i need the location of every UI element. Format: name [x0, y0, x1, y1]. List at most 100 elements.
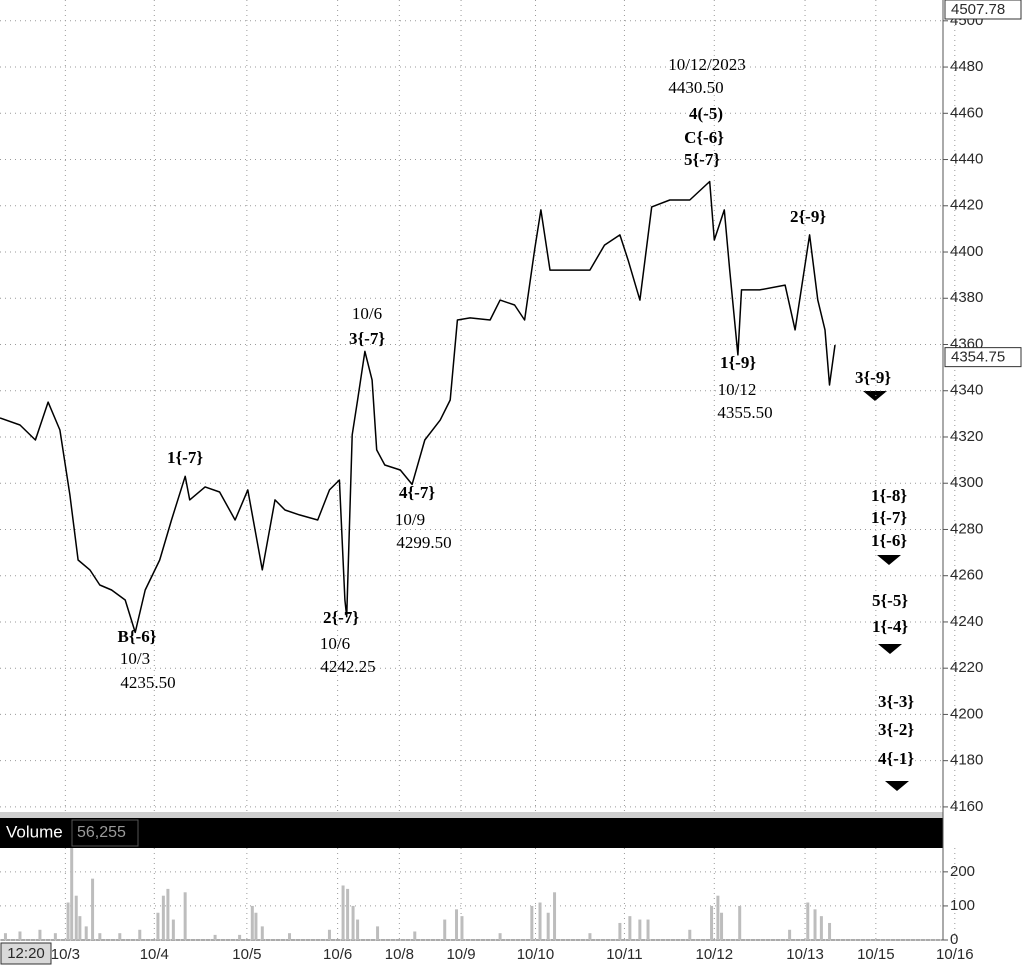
- volume-bar: [166, 888, 170, 940]
- volume-header: [0, 818, 943, 848]
- y-tick-label: 4160: [950, 798, 983, 815]
- x-tick-label: 10/13: [786, 946, 824, 963]
- price-badge-label: 4354.75: [951, 349, 1005, 366]
- y-tick-label: 4300: [950, 474, 983, 491]
- wave-annotation: 10/6: [320, 634, 350, 653]
- wave-annotation: 4(-5): [689, 104, 723, 123]
- volume-bar: [813, 909, 817, 940]
- y-tick-label: 4380: [950, 289, 983, 306]
- volume-bar: [254, 912, 258, 940]
- x-tick-label: 10/5: [232, 946, 261, 963]
- time-badge-label: 12:20: [7, 945, 45, 962]
- volume-bar: [530, 905, 534, 940]
- volume-bar: [351, 905, 355, 940]
- wave-annotation: 5{-5}: [872, 591, 908, 610]
- wave-annotation: 1{-6}: [871, 531, 907, 550]
- y-tick-label: 4180: [950, 752, 983, 769]
- volume-bar: [260, 926, 264, 940]
- volume-bar: [376, 926, 380, 940]
- wave-annotation: 3{-9}: [855, 368, 891, 387]
- wave-annotation: 4299.50: [396, 533, 451, 552]
- volume-value-box: [71, 819, 139, 847]
- arrow-marker: [878, 644, 902, 654]
- volume-bar: [98, 933, 102, 940]
- y-tick-label: 4320: [950, 428, 983, 445]
- volume-bar: [618, 922, 622, 940]
- y-tick-label: 4480: [950, 58, 983, 75]
- volume-bar: [238, 934, 242, 940]
- wave-annotation: 3{-3}: [878, 692, 914, 711]
- y-tick-label: 4260: [950, 567, 983, 584]
- wave-annotation: 1{-7}: [871, 508, 907, 527]
- wave-annotation: 10/12/2023: [668, 55, 745, 74]
- wave-annotation: 10/9: [395, 510, 425, 529]
- wave-annotation: 3{-2}: [878, 720, 914, 739]
- volume-bar: [828, 922, 832, 940]
- y-tick-label: 4200: [950, 705, 983, 722]
- volume-value: 56,255: [77, 824, 126, 841]
- volume-bar: [78, 916, 82, 940]
- arrow-marker: [885, 781, 909, 791]
- volume-bar: [628, 916, 632, 940]
- x-tick-label: 10/6: [323, 946, 352, 963]
- volume-bar: [443, 919, 447, 940]
- volume-bar: [183, 892, 187, 940]
- volume-bar: [346, 888, 350, 940]
- y-tick-label: 4240: [950, 613, 983, 630]
- volume-bar: [460, 916, 464, 940]
- volume-bar: [288, 933, 292, 940]
- wave-annotation: 1{-9}: [720, 353, 756, 372]
- volume-bar: [341, 885, 345, 940]
- volume-bar: [538, 902, 542, 940]
- panel-divider: [0, 812, 943, 818]
- y-tick-label: 100: [950, 897, 975, 914]
- volume-bar: [720, 912, 724, 940]
- price-badge-label: 4507.78: [951, 1, 1005, 18]
- y-tick-label: 4220: [950, 659, 983, 676]
- price-badge: [944, 0, 1022, 20]
- volume-bar: [498, 933, 502, 940]
- wave-annotation: 10/6: [352, 304, 382, 323]
- wave-annotation: C{-6}: [684, 128, 724, 147]
- x-tick-label: 10/9: [446, 946, 475, 963]
- volume-bar: [738, 905, 742, 940]
- arrow-marker: [863, 391, 887, 401]
- volume-bar: [74, 895, 78, 940]
- price-badge: [944, 347, 1022, 368]
- volume-bar: [171, 919, 175, 940]
- wave-annotation: 1{-8}: [871, 486, 907, 505]
- y-tick-label: 4280: [950, 520, 983, 537]
- wave-annotation: 1{-4}: [872, 617, 908, 636]
- volume-bar: [553, 892, 557, 940]
- volume-bar: [806, 902, 810, 940]
- x-tick-label: 10/3: [51, 946, 80, 963]
- volume-bar: [70, 848, 74, 940]
- y-tick-label: 4440: [950, 151, 983, 168]
- volume-title: Volume: [6, 822, 63, 841]
- volume-bar: [455, 909, 459, 940]
- volume-bar: [646, 919, 650, 940]
- volume-bar: [413, 931, 417, 940]
- wave-annotation: 4355.50: [717, 403, 772, 422]
- wave-annotation: 4{-7}: [399, 483, 435, 502]
- volume-bar: [638, 919, 642, 940]
- volume-bar: [18, 931, 22, 940]
- y-tick-label: 4400: [950, 243, 983, 260]
- x-tick-label: 10/8: [385, 946, 414, 963]
- volume-bar: [91, 878, 95, 940]
- volume-bar: [213, 934, 217, 940]
- x-tick-label: 10/16: [936, 946, 974, 963]
- volume-bar: [53, 933, 57, 940]
- y-tick-label: 4420: [950, 197, 983, 214]
- volume-bar: [250, 905, 254, 940]
- wave-annotation: 10/12: [718, 380, 757, 399]
- volume-bar: [688, 929, 692, 940]
- volume-bar: [138, 929, 142, 940]
- wave-annotation: 2{-9}: [790, 207, 826, 226]
- volume-bar: [588, 933, 592, 940]
- wave-annotation: 4235.50: [120, 673, 175, 692]
- wave-annotation: 4{-1}: [878, 749, 914, 768]
- wave-annotation: 10/3: [120, 649, 150, 668]
- wave-annotation: 4242.25: [320, 657, 375, 676]
